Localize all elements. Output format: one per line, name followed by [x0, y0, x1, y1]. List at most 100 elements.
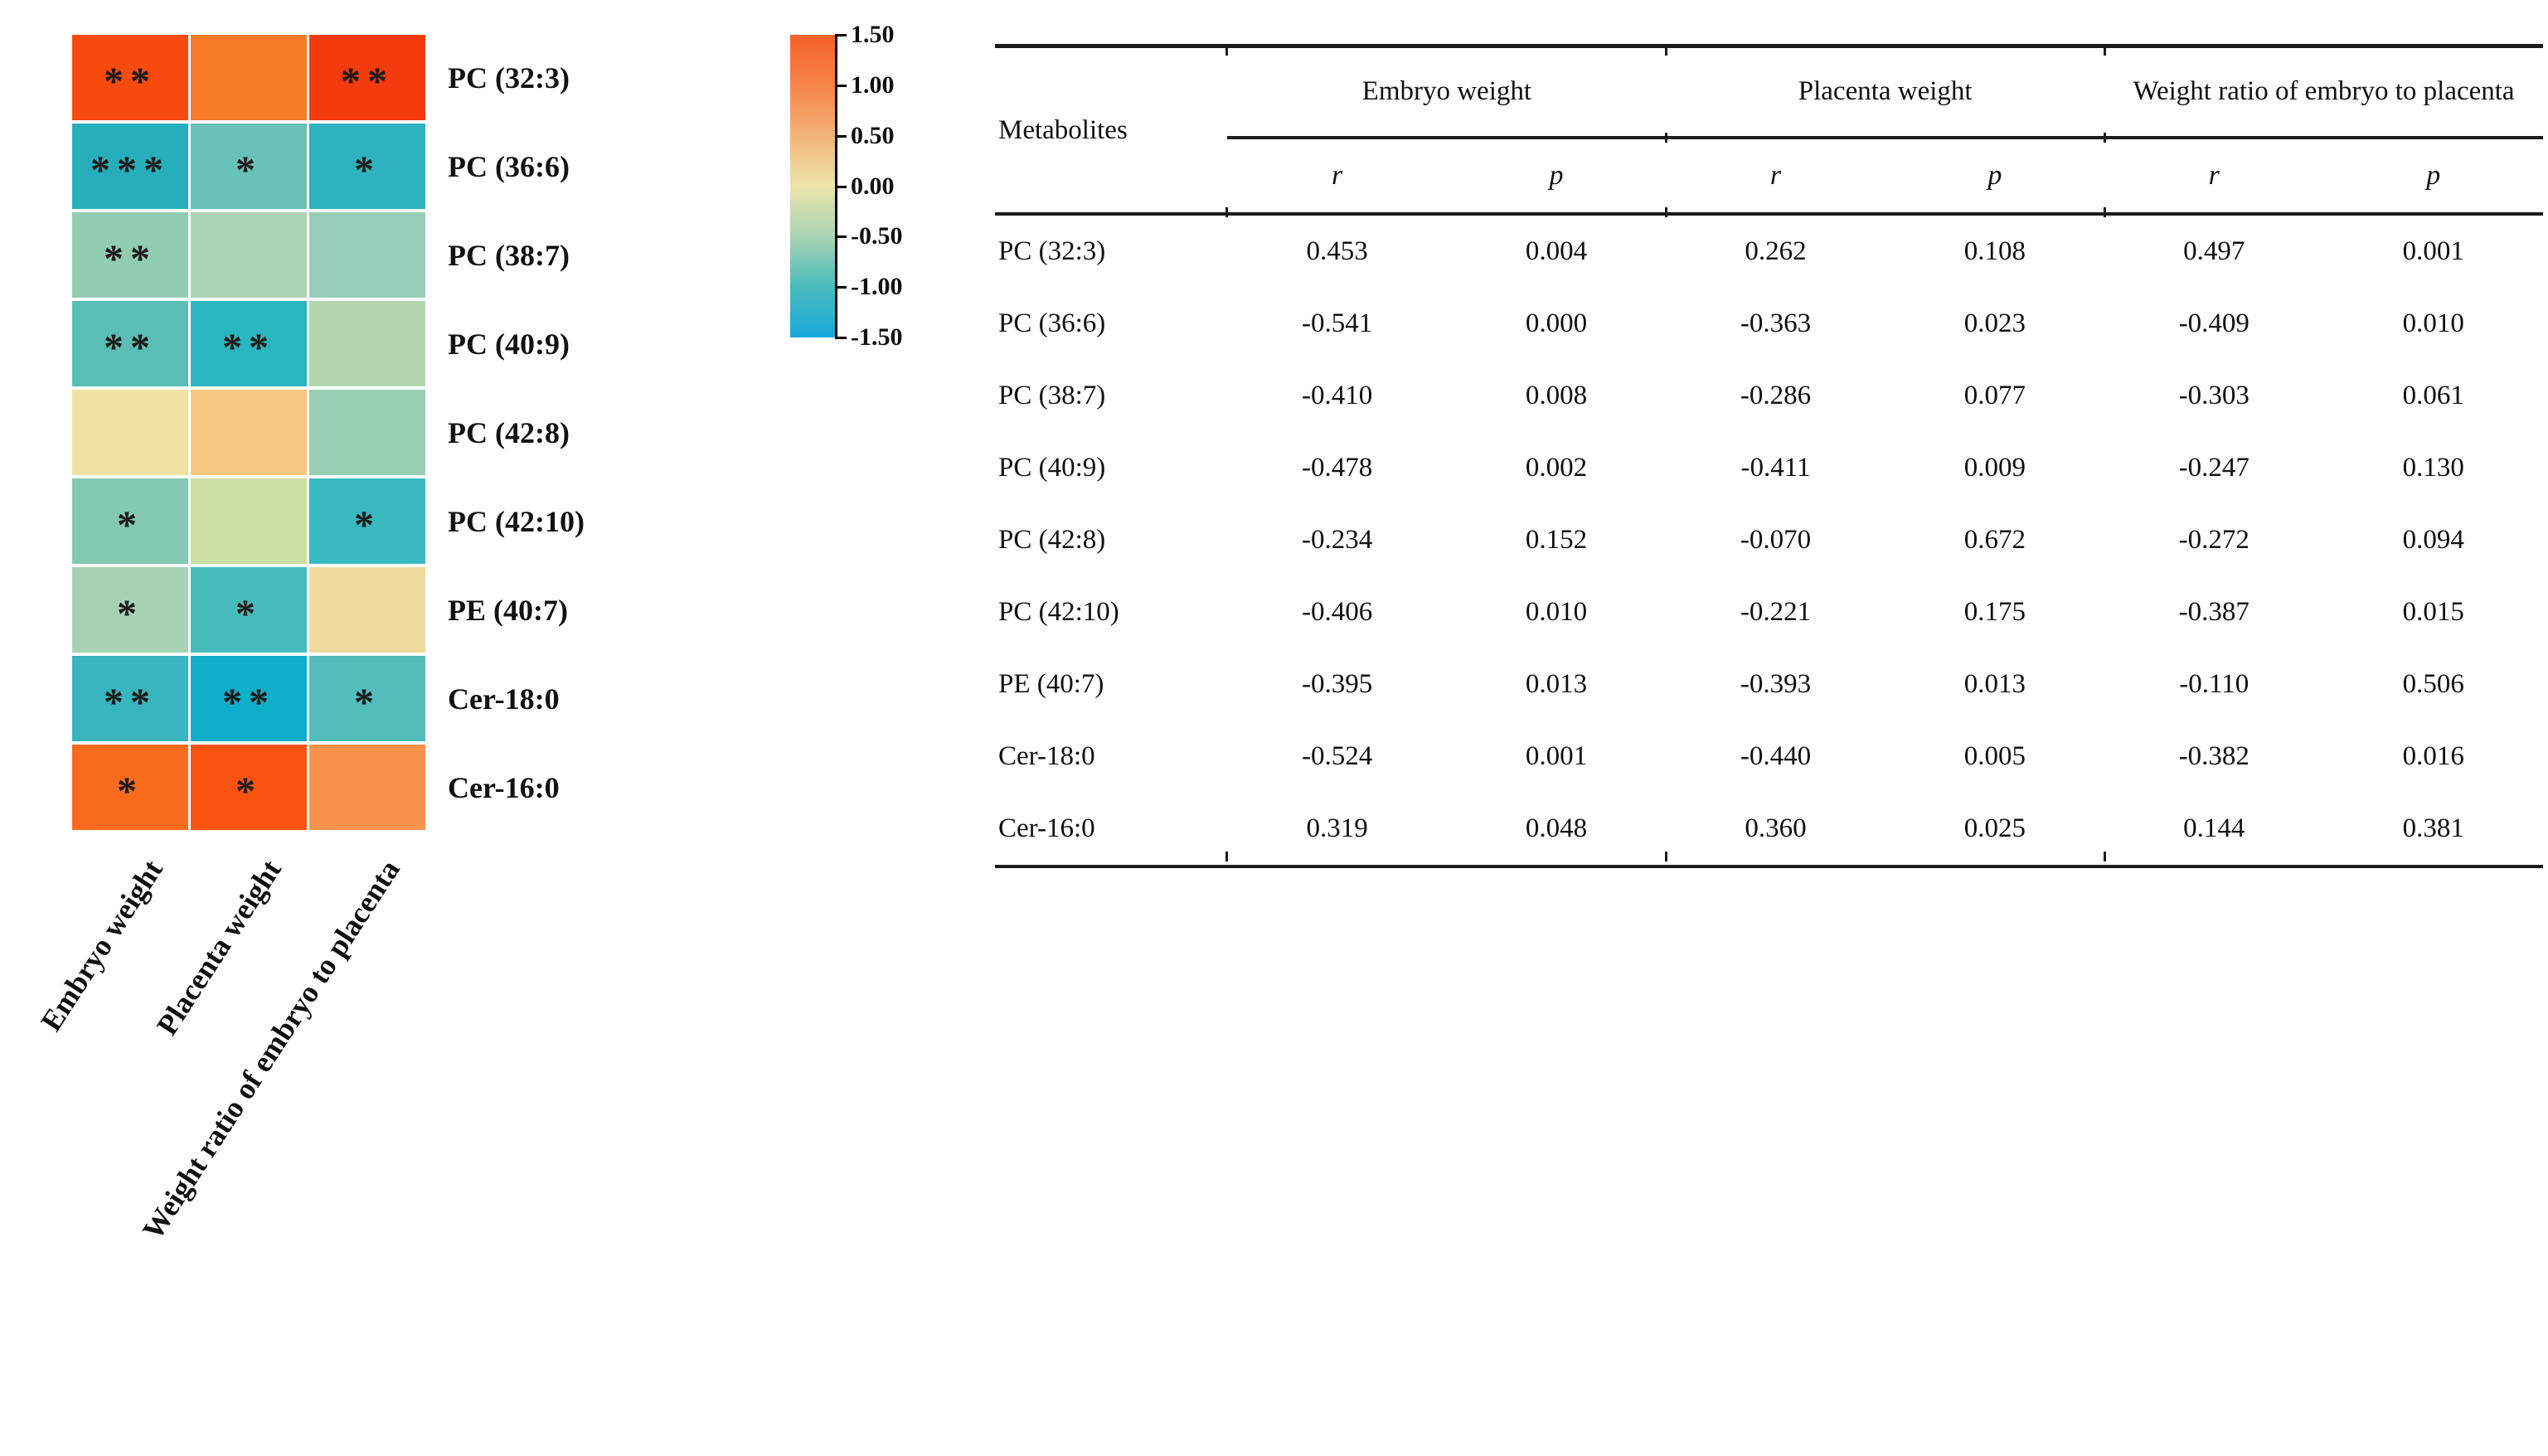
heatmap-cell-r5-c1 [191, 478, 307, 564]
p-value-cell: 0.061 [2402, 381, 2464, 410]
table-row: PC (42:10) -0.406 0.010 -0.221 0.175 -0.387 0.… [995, 576, 2543, 648]
metabolite-name-cell: Cer-18:0 [998, 741, 1095, 771]
heatmap-row-label: Cer-16:0 [448, 770, 560, 804]
p-value-cell: 0.013 [1963, 669, 2026, 699]
p-value-cell: 0.002 [1525, 453, 1588, 483]
significance-stars: * [354, 502, 381, 547]
heatmap-row-label: PE (40:7) [448, 593, 568, 627]
table-row: PC (38:7) -0.410 0.008 -0.286 0.077 -0.303 0.0… [995, 360, 2543, 432]
heatmap-cell-r2-c0: ** [72, 212, 188, 298]
table-group-weight-ratio: Weight ratio of embryo to placenta [2104, 46, 2543, 139]
rule-tick [2104, 46, 2106, 56]
colorbar-tick-label: -1.00 [851, 273, 903, 301]
table-row: PC (42:8) -0.234 0.152 -0.070 0.672 -0.272 0.0… [995, 504, 2543, 576]
heatmap-cell-r6-c0: * [72, 567, 188, 653]
significance-stars: ** [104, 680, 157, 725]
significance-stars: ** [341, 59, 394, 104]
rule-tick [1225, 852, 1228, 861]
heatmap-cell-r1-c2: * [309, 124, 425, 209]
heatmap-cell-r4-c1 [191, 390, 307, 475]
p-value-cell: 0.013 [1525, 669, 1588, 699]
figure-canvas: { "chart_data": [ { "type": "heatmap", "… [34, 21, 2543, 1245]
p-value-cell: 0.152 [1525, 525, 1588, 555]
significance-stars: ** [104, 325, 157, 370]
colorbar-tick [835, 337, 847, 339]
table-row: PC (40:9) -0.478 0.002 -0.411 0.009 -0.247 0.1… [995, 432, 2543, 504]
r-value-cell: -0.363 [1740, 308, 1812, 338]
p-value-cell: 0.001 [2402, 236, 2464, 266]
heatmap-cell-r6-c2 [309, 567, 425, 653]
metabolite-name-cell: PC (38:7) [998, 381, 1106, 410]
heatmap-row-label: PC (40:9) [448, 327, 570, 361]
table-row: PC (36:6) -0.541 0.000 -0.363 0.023 -0.409 0.0… [995, 288, 2543, 360]
significance-stars: * [235, 769, 262, 813]
colorbar-tick [835, 185, 847, 188]
heatmap-row-labels: PC (32:3) PC (36:6) PC (38:7) PC (40:9) PC (… [448, 35, 585, 830]
correlation-table-wrap: Metabolites Embryo weight Placenta weigh… [995, 44, 2543, 868]
colorbar-tick-label: 1.50 [851, 21, 895, 48]
significance-stars: *** [90, 148, 170, 192]
colorbar-tick [835, 34, 847, 36]
heatmap-cell-r3-c1: ** [191, 301, 307, 386]
significance-stars: * [354, 680, 381, 725]
p-value-cell: 0.025 [1963, 813, 2026, 843]
heatmap-cell-r0-c2: ** [309, 35, 425, 120]
rule-tick [2104, 133, 2106, 143]
significance-stars: * [354, 148, 381, 192]
r-value-cell: -0.272 [2178, 525, 2250, 555]
heatmap-cell-r7-c2: * [309, 656, 425, 741]
heatmap-cell-r0-c1 [191, 35, 307, 120]
r-value-cell: 0.262 [1745, 236, 1807, 266]
rule-tick [1665, 133, 1667, 143]
correlation-table: Metabolites Embryo weight Placenta weigh… [995, 44, 2543, 868]
r-value-cell: -0.406 [1302, 597, 1373, 627]
table-corner-header: Metabolites [995, 46, 1228, 216]
r-value-cell: -0.247 [2178, 453, 2250, 483]
table-row: Cer-16:0 0.319 0.048 0.360 0.025 0.144 0.381 [995, 793, 2543, 866]
heatmap-cell-r5-c0: * [72, 478, 188, 564]
heatmap-cell-r5-c2: * [309, 478, 425, 564]
heatmap-row-label: PC (42:10) [448, 504, 585, 538]
significance-stars: * [117, 769, 143, 813]
rule-tick [2104, 207, 2106, 217]
p-value-cell: 0.094 [2402, 525, 2464, 555]
p-value-cell: 0.016 [2402, 741, 2464, 771]
p-value-cell: 0.108 [1963, 236, 2026, 266]
r-value-cell: -0.541 [1302, 308, 1373, 338]
heatmap-cell-r6-c1: * [191, 567, 307, 653]
colorbar-gradient [790, 35, 837, 337]
colorbar-tick-label: 1.00 [851, 70, 895, 99]
table-row: PE (40:7) -0.395 0.013 -0.393 0.013 -0.110 0.5… [995, 648, 2543, 721]
r-value-cell: -0.382 [2178, 741, 2250, 771]
metabolite-name-cell: Cer-16:0 [998, 813, 1095, 843]
r-value-cell: -0.303 [2178, 381, 2250, 410]
heatmap-cell-r8-c1: * [191, 745, 307, 830]
subheader-r: r [2104, 138, 2324, 216]
p-value-cell: 0.005 [1963, 741, 2026, 771]
significance-stars: * [235, 591, 262, 636]
heatmap-cell-r1-c0: *** [72, 124, 188, 209]
heatmap-cell-r3-c2 [309, 301, 425, 386]
table-row: PC (32:3) 0.453 0.004 0.262 0.108 0.497 0.001 [995, 214, 2543, 288]
r-value-cell: -0.478 [1302, 453, 1373, 483]
metabolite-name-cell: PC (36:6) [998, 308, 1106, 338]
heatmap-cell-r8-c0: * [72, 745, 188, 830]
rule-tick [1225, 46, 1228, 56]
p-value-cell: 0.008 [1525, 381, 1588, 410]
correlation-heatmap: ** ** *** * * ** ** ** * * * * ** ** * * * [72, 35, 425, 830]
r-value-cell: -0.440 [1740, 741, 1812, 771]
r-value-cell: -0.524 [1302, 741, 1373, 771]
colorbar-tick [835, 235, 847, 239]
subheader-p: p [1446, 138, 1667, 216]
colorbar-tick-label: 0.00 [851, 172, 895, 200]
subheader-p: p [2323, 138, 2543, 216]
heatmap-row-label: PC (36:6) [448, 149, 570, 183]
heatmap-cell-r7-c0: ** [72, 656, 188, 741]
significance-stars: * [117, 591, 143, 636]
significance-stars: ** [104, 236, 157, 281]
colorbar-tick-label: 0.50 [851, 121, 895, 149]
heatmap-row-label: Cer-18:0 [448, 682, 560, 716]
heatmap-cell-r1-c1: * [191, 124, 307, 209]
p-value-cell: 0.506 [2402, 669, 2464, 699]
metabolite-name-cell: PC (42:8) [998, 525, 1106, 555]
